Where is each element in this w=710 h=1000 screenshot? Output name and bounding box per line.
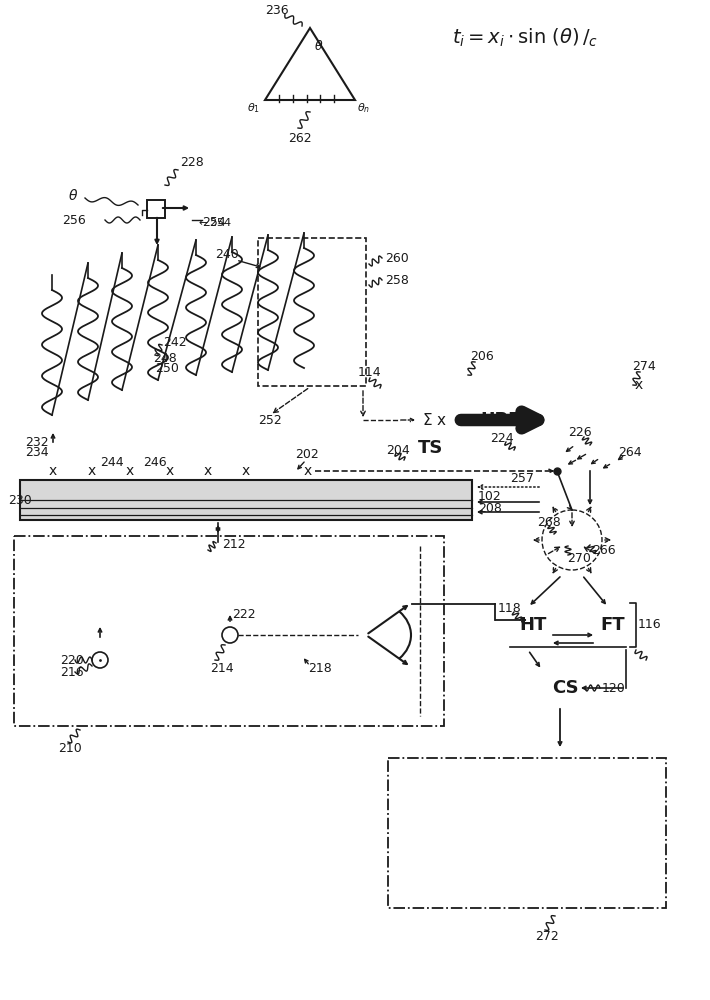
Text: $\leftarrow$254: $\leftarrow$254 bbox=[196, 216, 232, 228]
Bar bbox=[147, 200, 165, 218]
Text: 274: 274 bbox=[632, 360, 656, 372]
Text: 220: 220 bbox=[60, 654, 84, 666]
Text: 272: 272 bbox=[535, 930, 559, 942]
Text: x: x bbox=[242, 464, 250, 478]
Text: 228: 228 bbox=[180, 155, 204, 168]
Bar bbox=[258, 238, 366, 386]
Text: 264: 264 bbox=[618, 446, 642, 458]
Text: $\theta_1$: $\theta_1$ bbox=[247, 101, 260, 115]
Text: x: x bbox=[88, 464, 96, 478]
Text: HT: HT bbox=[519, 616, 547, 634]
Text: $\theta_n$: $\theta_n$ bbox=[357, 101, 370, 115]
Text: x: x bbox=[166, 464, 174, 478]
Text: TS: TS bbox=[418, 439, 443, 457]
Text: 258: 258 bbox=[385, 273, 409, 286]
Text: 256: 256 bbox=[62, 214, 86, 227]
Text: CS: CS bbox=[552, 679, 579, 697]
Text: 202: 202 bbox=[295, 448, 319, 462]
Text: 246: 246 bbox=[143, 456, 167, 468]
Text: 252: 252 bbox=[258, 414, 282, 426]
Text: 250: 250 bbox=[155, 361, 179, 374]
Text: 118: 118 bbox=[498, 601, 522, 614]
Text: 240: 240 bbox=[215, 248, 239, 261]
Text: 230: 230 bbox=[8, 493, 32, 506]
Text: $\theta$: $\theta$ bbox=[314, 39, 324, 53]
Text: 244: 244 bbox=[100, 456, 124, 468]
Text: FT: FT bbox=[601, 616, 626, 634]
Text: $\theta$: $\theta$ bbox=[68, 188, 78, 202]
Text: 270: 270 bbox=[567, 552, 591, 564]
Text: x: x bbox=[635, 378, 643, 392]
Text: 236: 236 bbox=[265, 3, 289, 16]
Text: 224: 224 bbox=[490, 432, 513, 444]
Text: x: x bbox=[49, 464, 57, 478]
Bar bbox=[20, 480, 472, 520]
Text: 254: 254 bbox=[202, 216, 226, 229]
Text: 234: 234 bbox=[25, 446, 48, 460]
Text: x: x bbox=[126, 464, 134, 478]
Text: 262: 262 bbox=[288, 131, 312, 144]
Text: 102: 102 bbox=[478, 489, 502, 502]
Text: 218: 218 bbox=[308, 662, 332, 674]
Text: x: x bbox=[304, 464, 312, 478]
Text: x: x bbox=[204, 464, 212, 478]
Bar bbox=[388, 758, 666, 908]
Bar bbox=[14, 536, 444, 726]
Text: 116: 116 bbox=[638, 618, 662, 632]
Text: 248: 248 bbox=[153, 352, 177, 364]
Text: 214: 214 bbox=[210, 662, 234, 674]
Text: 120: 120 bbox=[602, 682, 626, 694]
Text: $t_i = x_i \cdot \sin\,(\theta)\,/_{c}$: $t_i = x_i \cdot \sin\,(\theta)\,/_{c}$ bbox=[452, 27, 599, 49]
Text: 204: 204 bbox=[386, 444, 410, 456]
Text: 210: 210 bbox=[58, 742, 82, 754]
Text: UBFS: UBFS bbox=[480, 411, 533, 429]
Text: 114: 114 bbox=[358, 365, 382, 378]
Text: 266: 266 bbox=[592, 544, 616, 556]
Text: 242: 242 bbox=[163, 336, 187, 349]
Text: 216: 216 bbox=[60, 666, 84, 678]
Text: 208: 208 bbox=[478, 502, 502, 514]
Text: 226: 226 bbox=[568, 426, 591, 438]
Text: 257: 257 bbox=[510, 472, 534, 485]
Text: 232: 232 bbox=[25, 436, 48, 450]
Text: 260: 260 bbox=[385, 251, 409, 264]
Text: 206: 206 bbox=[470, 350, 493, 362]
Text: 268: 268 bbox=[537, 516, 561, 528]
Text: $\Sigma$ x: $\Sigma$ x bbox=[422, 412, 447, 428]
Text: 212: 212 bbox=[222, 538, 246, 552]
Text: 222: 222 bbox=[232, 608, 256, 621]
